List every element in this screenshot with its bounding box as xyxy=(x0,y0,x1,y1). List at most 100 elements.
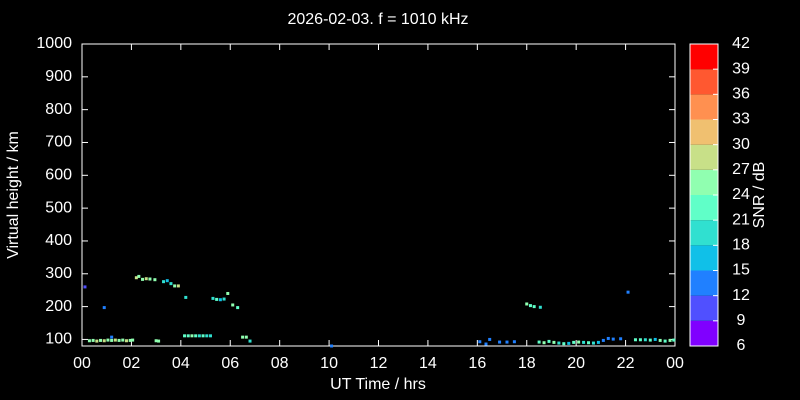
colorbar-band xyxy=(690,144,718,170)
plot-frame xyxy=(81,43,676,347)
data-point xyxy=(102,306,106,310)
x-tick-label: 16 xyxy=(468,355,486,372)
colorbar-band xyxy=(690,119,718,145)
data-point xyxy=(162,280,166,284)
x-tick-label: 00 xyxy=(73,355,91,372)
data-point xyxy=(484,342,488,346)
y-tick-label: 500 xyxy=(45,199,72,216)
data-point xyxy=(157,339,161,343)
data-point xyxy=(231,303,235,307)
colorbar-band xyxy=(690,295,718,321)
x-tick-label: 00 xyxy=(666,355,684,372)
colorbar-band xyxy=(690,195,718,221)
colorbar-tick-label: 39 xyxy=(732,60,750,77)
data-point xyxy=(154,339,158,343)
data-point xyxy=(505,340,509,344)
y-tick-label: 1000 xyxy=(36,35,72,52)
x-tick-label: 18 xyxy=(518,355,536,372)
colorbar-tick-label: 27 xyxy=(732,161,750,178)
data-point xyxy=(577,340,581,344)
y-tick-label: 200 xyxy=(45,298,72,315)
data-point xyxy=(218,298,222,302)
data-point xyxy=(222,297,226,301)
colorbar-tick-label: 33 xyxy=(732,111,750,128)
data-point xyxy=(137,274,141,278)
colorbar-tick-label: 42 xyxy=(732,35,750,52)
data-point xyxy=(148,277,152,281)
data-point xyxy=(176,284,180,288)
x-tick-label: 04 xyxy=(172,355,190,372)
data-point xyxy=(626,290,630,294)
data-point xyxy=(131,338,135,342)
y-tick-label: 300 xyxy=(45,265,72,282)
data-point xyxy=(124,339,128,343)
data-point xyxy=(528,304,532,308)
colorbar-tick-label: 12 xyxy=(732,287,750,304)
data-point xyxy=(183,334,187,338)
y-tick-label: 800 xyxy=(45,101,72,118)
x-tick-label: 08 xyxy=(271,355,289,372)
data-point xyxy=(190,334,194,338)
data-point xyxy=(110,338,114,342)
colorbar-band xyxy=(690,69,718,95)
data-point xyxy=(169,282,173,286)
x-tick-label: 20 xyxy=(567,355,585,372)
data-point xyxy=(596,340,600,344)
data-point xyxy=(113,338,117,342)
data-point xyxy=(572,340,576,344)
y-axis-label: Virtual height / km xyxy=(5,131,22,259)
y-tick-label: 400 xyxy=(45,232,72,249)
data-point xyxy=(201,334,205,338)
data-point xyxy=(110,335,114,339)
data-point xyxy=(236,306,240,310)
data-point xyxy=(643,338,647,342)
x-tick-label: 22 xyxy=(617,355,635,372)
data-point xyxy=(330,344,334,348)
colorbar-tick-label: 30 xyxy=(732,136,750,153)
colorbar-tick-label: 6 xyxy=(737,337,746,354)
data-point xyxy=(547,339,551,343)
data-point xyxy=(165,279,169,283)
y-tick-label: 600 xyxy=(45,167,72,184)
data-point xyxy=(117,338,121,342)
data-point xyxy=(121,338,125,342)
colorbar-band xyxy=(690,94,718,120)
data-point xyxy=(587,341,591,345)
data-point xyxy=(552,340,556,344)
data-point xyxy=(601,338,605,342)
data-point xyxy=(668,338,672,342)
data-point xyxy=(205,334,209,338)
data-point xyxy=(248,339,252,343)
data-point xyxy=(619,337,623,341)
data-point xyxy=(87,339,91,343)
data-point xyxy=(653,337,657,341)
colorbar-band xyxy=(690,270,718,296)
data-point xyxy=(633,338,637,342)
data-point xyxy=(102,339,106,343)
y-tick-label: 100 xyxy=(45,331,72,348)
colorbar-label: SNR / dB xyxy=(751,162,768,229)
data-point xyxy=(153,278,157,282)
data-point xyxy=(537,340,541,344)
data-point xyxy=(83,285,87,289)
data-point xyxy=(244,335,248,339)
data-point xyxy=(91,338,95,342)
data-point xyxy=(525,302,529,306)
colorbar-band xyxy=(690,245,718,271)
data-point xyxy=(638,338,642,342)
data-point xyxy=(672,338,676,342)
x-tick-label: 14 xyxy=(419,355,437,372)
colorbar-tick-label: 15 xyxy=(732,262,750,279)
data-point xyxy=(532,305,536,309)
x-tick-label: 12 xyxy=(370,355,388,372)
colorbar-band xyxy=(690,44,718,70)
data-point xyxy=(106,338,110,342)
data-point xyxy=(186,334,190,338)
data-point xyxy=(128,338,132,342)
chart-title: 2026-02-03. f = 1010 kHz xyxy=(287,11,468,28)
colorbar-tick-label: 36 xyxy=(732,86,750,103)
data-point xyxy=(567,341,571,345)
data-point xyxy=(173,284,177,288)
data-point xyxy=(226,291,230,295)
